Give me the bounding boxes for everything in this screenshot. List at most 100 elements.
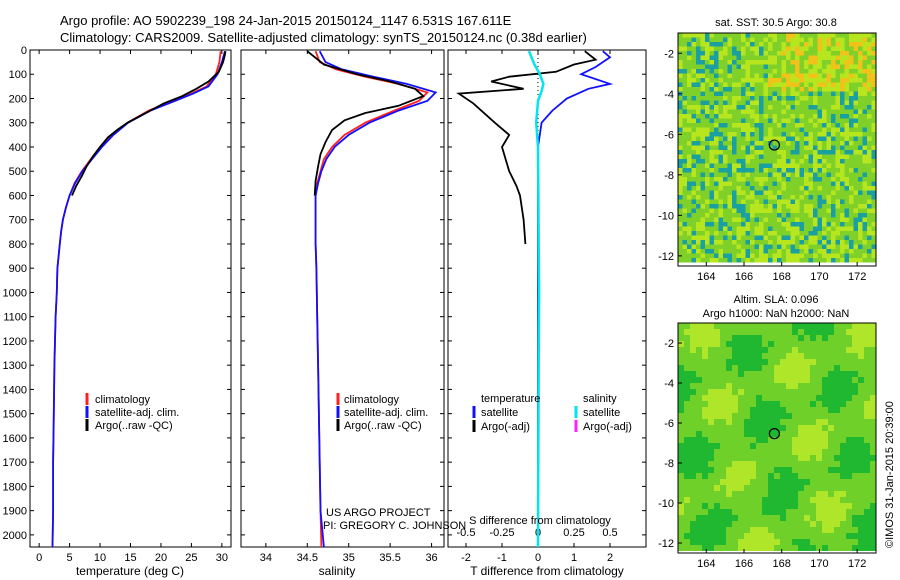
map-cell [768,168,773,173]
map-cell [864,413,870,419]
map-cell [762,395,768,401]
x-tick-label-2: -0.25 [489,527,514,539]
map-cell [709,199,714,204]
map-cell [786,186,791,191]
map-cell [852,419,858,425]
map-cell [858,467,864,473]
map-cell [702,527,708,533]
map-cell [813,87,818,92]
map-cell [867,163,872,168]
map-cell [795,69,800,74]
map-cell [813,181,818,186]
map-cell [708,497,714,503]
map-cell [772,204,777,209]
map-cell [727,168,732,173]
map-cell [822,181,827,186]
map-cell [849,186,854,191]
map-cell [718,258,723,263]
map-cell [774,341,780,347]
map-cell [726,485,732,491]
map-cell [858,389,864,395]
map-cell [714,199,719,204]
map-cell [816,383,822,389]
map-cell [691,96,696,101]
map-cell [720,515,726,521]
map-cell [714,181,719,186]
map-cell [835,33,840,38]
map-cell [786,491,792,497]
map-cell [690,359,696,365]
map-cell [702,329,708,335]
map-cell [798,389,804,395]
map-cell [759,231,764,236]
map-cell [741,190,746,195]
map-cell [858,244,863,249]
map-cell [696,222,701,227]
map-cell [741,159,746,164]
map-cell [826,100,831,105]
y-tick-label: 100 [9,69,27,81]
map-cell [714,527,720,533]
map-cell [738,533,744,539]
map-cell [790,159,795,164]
map-cell [867,82,872,87]
map-cell [745,231,750,236]
map-cell [840,258,845,263]
map-cell [804,467,810,473]
map-cell [696,419,702,425]
map-cell [835,105,840,110]
y-tick-label: 1500 [3,409,27,421]
map-cell [714,163,719,168]
map-cell [870,521,876,527]
map-cell [723,78,728,83]
map-cell [871,118,876,123]
map-cell [744,383,750,389]
map-cell [696,521,702,527]
map-cell [808,123,813,128]
map-cell [687,181,692,186]
map-cell [867,78,872,83]
map-cell [714,168,719,173]
map-cell [804,109,809,114]
map-cell [750,533,756,539]
map-cell [727,163,732,168]
map-cell [768,521,774,527]
map-cell [682,226,687,231]
map-cell [804,91,809,96]
map-cell [741,249,746,254]
map-cell [795,60,800,65]
map-cell [768,419,774,425]
map-cell [750,359,756,365]
map-cell [790,136,795,141]
map-cell [786,195,791,200]
map-cell [696,123,701,128]
map-cell [870,533,876,539]
map-cell [705,168,710,173]
map-cell [691,235,696,240]
map-cell [738,491,744,497]
map-cell [682,60,687,65]
map-cell [700,78,705,83]
map-cell [774,539,780,545]
map-cell [772,213,777,218]
map-cell [691,105,696,110]
map-cell [858,485,864,491]
map-cell [831,199,836,204]
map-cell [786,455,792,461]
map-cell [780,491,786,497]
map-cell [714,359,720,365]
map-cell [741,141,746,146]
map-cell [678,231,683,236]
map-cell [853,154,858,159]
map-cell [714,413,720,419]
map-cell [750,123,755,128]
map-cell [754,37,759,42]
map-cell [709,46,714,51]
map-cell [799,55,804,60]
map-cell [867,109,872,114]
map-cell [745,258,750,263]
map-cell [849,172,854,177]
map-cell [871,87,876,92]
map-cell [792,389,798,395]
map-cell [709,141,714,146]
